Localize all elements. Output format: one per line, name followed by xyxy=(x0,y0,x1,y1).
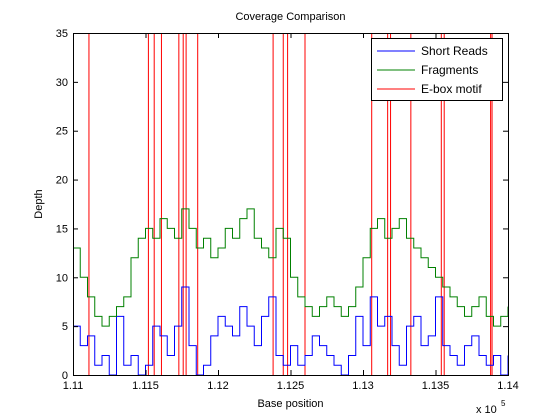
y-tick-label: 10 xyxy=(56,272,68,284)
y-tick-label: 30 xyxy=(56,77,68,89)
x-axis-multiplier: x 10 5 xyxy=(476,399,506,416)
e-box-motif-lines xyxy=(88,33,493,375)
y-tick-label: 25 xyxy=(56,126,68,138)
x-multiplier-exponent: 5 xyxy=(501,399,506,408)
legend-label: Short Reads xyxy=(421,44,488,58)
fragments-line xyxy=(73,208,509,327)
x-tick-label: 1.115 xyxy=(132,380,159,392)
x-tick-label: 1.11 xyxy=(63,380,84,392)
y-tick-label: 20 xyxy=(56,175,68,187)
x-tick-label: 1.13 xyxy=(352,380,373,392)
x-tick-label: 1.125 xyxy=(277,380,305,392)
y-tick-label: 15 xyxy=(56,223,68,235)
chart-title: Coverage Comparison xyxy=(235,11,345,23)
y-tick-label: 35 xyxy=(56,28,68,40)
x-multiplier-base: x 10 xyxy=(476,404,497,416)
x-tick-label: 1.12 xyxy=(207,380,228,392)
x-tick-label: 1.14 xyxy=(497,380,518,392)
y-tick-label: 0 xyxy=(62,370,68,382)
y-axis: 0 5 10 15 20 25 30 35 xyxy=(56,28,508,382)
x-axis: 1.11 1.115 1.12 1.125 1.13 1.135 1.14 xyxy=(63,33,519,392)
series-lines xyxy=(73,208,509,376)
x-tick-label: 1.135 xyxy=(422,380,450,392)
y-tick-label: 5 xyxy=(62,321,68,333)
x-axis-label: Base position xyxy=(257,398,323,410)
legend-label: Fragments xyxy=(421,63,478,77)
legend-label: E-box motif xyxy=(421,82,482,96)
legend-items: Short Reads Fragments E-box motif xyxy=(377,44,488,96)
short-reads-line xyxy=(73,286,509,376)
legend: Short Reads Fragments E-box motif xyxy=(371,38,503,101)
y-axis-label: Depth xyxy=(33,189,45,218)
